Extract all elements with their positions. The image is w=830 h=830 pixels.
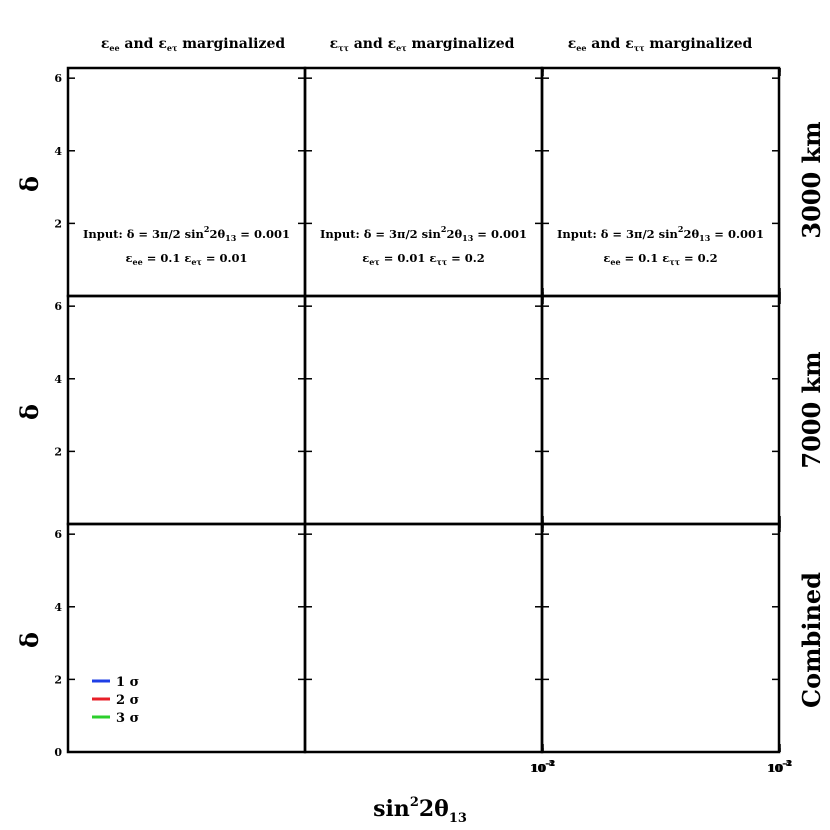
row-label-combined: Combined bbox=[797, 572, 826, 708]
y-tick-label: 6 bbox=[54, 528, 62, 541]
input-annotation: Input: δ = 3π/2 sin22θ13 = 0.001 bbox=[320, 224, 527, 243]
legend: 1 σ 2 σ 3 σ bbox=[92, 675, 139, 726]
x-tick-label: 10-2 bbox=[531, 758, 555, 775]
column-title-2: εττ and εeτ marginalized bbox=[330, 36, 515, 53]
y-tick-label: 4 bbox=[54, 601, 62, 614]
y-axis-label-row2: δ bbox=[15, 404, 44, 420]
x-tick-label: 10-3 bbox=[767, 758, 792, 775]
panel-3-2: 10-410-310-2 bbox=[303, 522, 792, 775]
panel-2-3 bbox=[540, 294, 781, 526]
y-tick-label: 6 bbox=[54, 72, 62, 85]
panel-grid: 2 4 6 Input: δ = 3π/2 sin22θ13 = 0.001 εee =… bbox=[54, 66, 792, 775]
panel-frame bbox=[303, 294, 544, 526]
x-tick-label: 10-2 bbox=[768, 758, 792, 775]
panel-3-3: 10-410-310-2 bbox=[540, 522, 781, 754]
input-annotation: Input: δ = 3π/2 sin22θ13 = 0.001 bbox=[83, 224, 290, 243]
panel-frame bbox=[540, 522, 781, 754]
input-annotation: Input: δ = 3π/2 sin22θ13 = 0.001 bbox=[557, 224, 764, 243]
y-axis-label-row1: δ bbox=[15, 176, 44, 192]
epsilon-annotation: εee = 0.1 εττ = 0.2 bbox=[603, 251, 717, 267]
epsilon-annotation: εee = 0.1 εeτ = 0.01 bbox=[126, 251, 248, 267]
panel-frame bbox=[66, 294, 307, 526]
panel-1-3: Input: δ = 3π/2 sin22θ13 = 0.001 εee = 0.… bbox=[540, 66, 781, 298]
row-label-3000km: 3000 km bbox=[797, 121, 826, 238]
x-tick-label: 10-3 bbox=[530, 758, 555, 775]
y-tick-label: 0 bbox=[54, 746, 62, 759]
y-tick-label: 2 bbox=[54, 445, 62, 458]
y-axis-label-row3: δ bbox=[15, 632, 44, 648]
row-label-7000km: 7000 km bbox=[797, 351, 826, 468]
legend-label-2sigma: 2 σ bbox=[116, 693, 139, 708]
y-tick-label: 2 bbox=[54, 217, 62, 230]
y-tick-label: 2 bbox=[54, 673, 62, 686]
column-title-3: εee and εττ marginalized bbox=[568, 36, 753, 53]
y-tick-label: 4 bbox=[54, 145, 62, 158]
x-tick-label: 10-4 bbox=[767, 758, 792, 775]
y-tick-label: 4 bbox=[54, 373, 62, 386]
legend-label-1sigma: 1 σ bbox=[116, 675, 139, 690]
y-tick-label: 6 bbox=[54, 300, 62, 313]
panel-frame bbox=[540, 294, 781, 526]
column-title-1: εee and εeτ marginalized bbox=[101, 36, 285, 53]
x-axis-label: sin22θ13 bbox=[373, 795, 467, 826]
legend-label-3sigma: 3 σ bbox=[116, 711, 139, 726]
epsilon-annotation: εeτ = 0.01 εττ = 0.2 bbox=[362, 251, 485, 267]
x-tick-label: 10-4 bbox=[530, 758, 555, 775]
panel-frame bbox=[303, 522, 544, 754]
panel-2-1: 2 4 6 bbox=[54, 294, 544, 526]
